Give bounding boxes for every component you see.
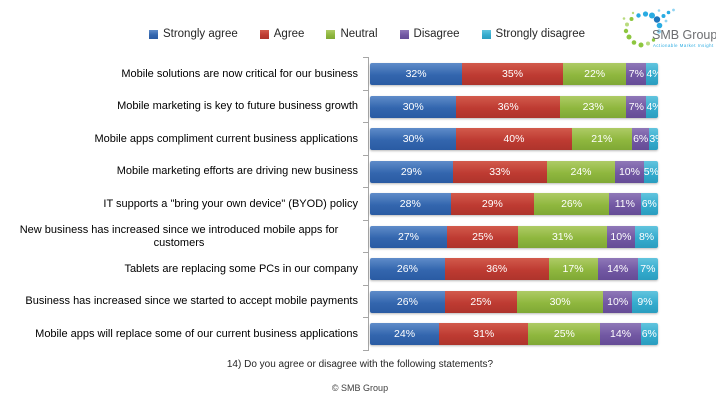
legend-label: Disagree: [413, 28, 460, 40]
legend-item: Strongly agree: [148, 28, 238, 40]
bar-row: 29% 33% 24% 10% 5%: [370, 156, 658, 189]
category-label: New business has increased since we intr…: [19, 223, 339, 249]
bar-segment-strongly-disagree: 3%: [649, 128, 658, 151]
logo-tagline: Actionable Market Insight: [653, 43, 714, 48]
bar-row: 24% 31% 25% 14% 6%: [370, 318, 658, 351]
category-label: Mobile apps will replace some of our cur…: [35, 327, 358, 340]
bar-segment-agree: 40%: [456, 128, 572, 151]
y-axis-line: [368, 57, 369, 351]
legend-swatch-icon: [399, 29, 409, 39]
bar-segment-strongly-agree: 28%: [370, 193, 451, 216]
category-label: Mobile solutions are now critical for ou…: [121, 67, 358, 80]
bar-segment-disagree: 7%: [626, 63, 647, 86]
bar-segment-disagree: 11%: [609, 193, 641, 216]
legend-swatch-icon: [259, 29, 269, 39]
bar-segment-neutral: 26%: [534, 193, 610, 216]
logo-dot-swirl-icon: [622, 8, 675, 48]
bar-segment-neutral: 21%: [571, 128, 633, 151]
axis-tick: [363, 219, 369, 221]
bar-segment-neutral: 25%: [528, 323, 601, 346]
axis-tick: [363, 187, 369, 188]
legend-item: Agree: [259, 28, 305, 40]
legend-label: Strongly disagree: [495, 28, 586, 40]
category-label: Mobile marketing efforts are driving new…: [116, 165, 358, 178]
bar-segment-neutral: 23%: [560, 95, 627, 118]
survey-question-caption: 14) Do you agree or disagree with the fo…: [226, 359, 494, 370]
axis-tick: [363, 252, 369, 253]
legend-swatch-icon: [148, 29, 158, 39]
bar-segment-disagree: 14%: [597, 258, 638, 281]
axis-tick: [363, 284, 369, 286]
bar-segment-neutral: 31%: [518, 225, 607, 248]
category-label: Mobile marketing is key to future busine…: [117, 100, 358, 113]
bar-segment-agree: 25%: [446, 225, 519, 248]
bar-segment-agree: 31%: [439, 323, 529, 346]
bar-segment-disagree: 14%: [600, 323, 641, 346]
legend-swatch-icon: [481, 29, 491, 39]
bar-segment-agree: 33%: [452, 160, 547, 183]
bar-segment-strongly-disagree: 5%: [643, 160, 658, 183]
copyright-text: © SMB Group: [331, 383, 389, 393]
category-labels: Mobile solutions are now critical for ou…: [0, 58, 364, 351]
bar-row: 32%35%22%7%4%: [370, 58, 658, 91]
category-label: Mobile apps compliment current business …: [94, 132, 358, 145]
legend-item: Neutral: [326, 28, 378, 40]
legend-label: Agree: [273, 28, 305, 40]
bar-segment-disagree: 6%: [632, 128, 650, 151]
legend-item: Strongly disagree: [481, 28, 586, 40]
bar-segment-neutral: 24%: [546, 160, 616, 183]
bar-segment-agree: 36%: [444, 258, 549, 281]
smb-group-logo: SMB Group Actionable Market Insight: [622, 8, 716, 48]
bar-segment-agree: 25%: [444, 290, 517, 313]
bar-row: 28% 29% 26% 11% 6%: [370, 188, 658, 221]
bar-segment-strongly-disagree: 8%: [635, 225, 658, 248]
legend-swatch-icon: [326, 29, 336, 39]
axis-tick: [363, 89, 369, 91]
bar-segment-agree: 35%: [462, 63, 563, 86]
axis-tick: [363, 317, 369, 318]
bar-row: 30%36%23%7%4%: [370, 91, 658, 124]
axis-tick: [363, 122, 369, 123]
bar-segment-disagree: 7%: [626, 95, 647, 118]
bar-segment-neutral: 17%: [548, 258, 598, 281]
bar-row: 30%40%21%6%3%: [370, 123, 658, 156]
bar-segment-strongly-disagree: 4%: [646, 63, 658, 86]
bar-segment-strongly-agree: 24%: [370, 323, 440, 346]
category-label: Tablets are replacing some PCs in our co…: [124, 262, 358, 275]
bar-segment-disagree: 10%: [606, 225, 636, 248]
bar-row: 26% 25% 30% 10% 9%: [370, 286, 658, 319]
legend-label: Neutral: [340, 28, 378, 40]
bar-segment-strongly-disagree: 6%: [640, 193, 658, 216]
legend: Strongly agree Agree Neutral Disagree Strong…: [0, 28, 720, 40]
category-label: IT supports a "bring your own device" (B…: [103, 197, 358, 210]
bar-segment-strongly-disagree: 6%: [640, 323, 658, 346]
logo-text: SMB Group: [652, 28, 716, 42]
bar-row: 26% 36% 17% 14% 7%: [370, 253, 658, 286]
bar-segment-strongly-agree: 27%: [370, 225, 447, 248]
bar-segment-strongly-disagree: 4%: [646, 95, 658, 118]
bar-segment-agree: 36%: [456, 95, 561, 118]
bar-segment-strongly-agree: 26%: [370, 290, 445, 313]
bar-segment-strongly-agree: 29%: [370, 160, 453, 183]
legend-item: Disagree: [399, 28, 460, 40]
axis-tick: [363, 349, 369, 351]
bar-segment-neutral: 22%: [562, 63, 627, 86]
bar-segment-strongly-agree: 30%: [370, 95, 457, 118]
bar-segment-neutral: 30%: [516, 290, 604, 313]
bar-segment-strongly-disagree: 9%: [632, 290, 658, 313]
bar-segment-strongly-agree: 26%: [370, 258, 445, 281]
axis-tick: [363, 57, 369, 58]
bar-segment-strongly-agree: 32%: [370, 63, 463, 86]
bar-segment-strongly-agree: 30%: [370, 128, 457, 151]
bar-segment-disagree: 10%: [603, 290, 633, 313]
legend-label: Strongly agree: [162, 28, 238, 40]
category-label: Business has increased since we started …: [25, 295, 358, 308]
chart-rows: 32%35%22%7%4%30%36%23%7%4%30%40%21%6%3%2…: [370, 58, 658, 351]
bar-segment-agree: 29%: [450, 193, 535, 216]
axis-tick: [363, 154, 369, 156]
bar-segment-disagree: 10%: [615, 160, 644, 183]
bar-segment-strongly-disagree: 7%: [637, 258, 658, 281]
bar-row: 27% 25% 31% 10% 8%: [370, 221, 658, 254]
